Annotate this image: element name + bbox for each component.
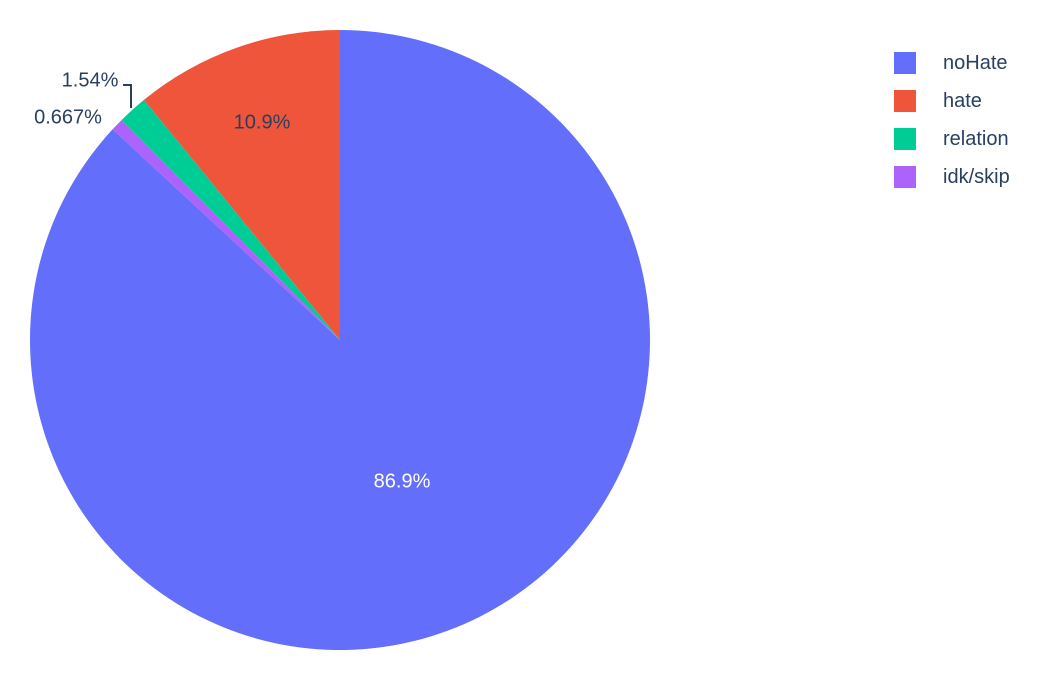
label-leader-line [123,84,132,108]
pie-slice-hate[interactable] [143,30,340,340]
pie-slice-relation[interactable] [121,99,340,340]
legend-item-nohate[interactable]: noHate [894,44,1010,82]
legend-swatch-idk-skip [894,166,916,188]
legend-item-relation[interactable]: relation [894,120,1010,158]
legend-label-relation: relation [943,127,1009,150]
legend-swatch-hate [894,90,916,112]
pie-slice-nohate[interactable] [29,30,650,650]
legend-item-hate[interactable]: hate [894,82,1010,120]
pie-slice-idk-skip[interactable] [112,119,340,341]
legend-swatch-nohate [894,52,916,74]
legend: noHate hate relation idk/skip [894,44,1010,196]
legend-label-nohate: noHate [943,51,1008,74]
legend-label-idk-skip: idk/skip [943,165,1010,188]
legend-label-hate: hate [943,89,982,112]
legend-item-idk-skip[interactable]: idk/skip [894,158,1010,196]
legend-swatch-relation [894,128,916,150]
